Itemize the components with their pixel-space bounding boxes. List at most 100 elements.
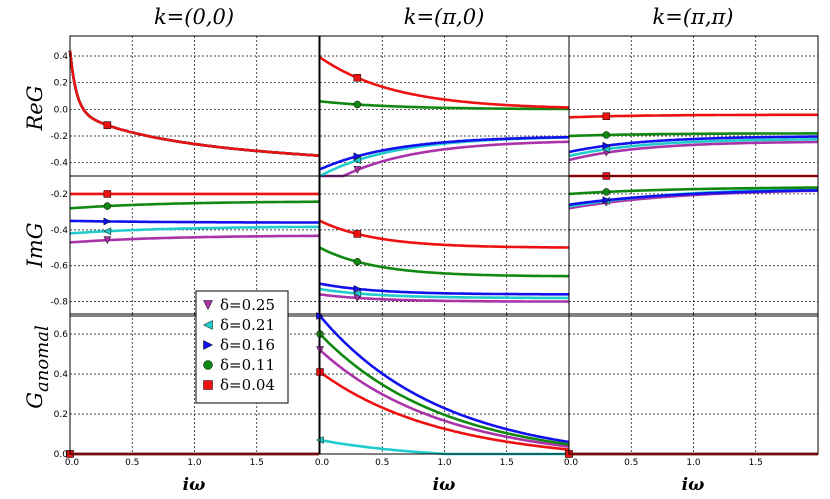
panel-2-2: 0.0 0.5 1.0 1.5 [564, 313, 819, 468]
series-marker-3 [103, 202, 112, 210]
y-tick-label: -0.4 [50, 226, 68, 236]
row-label-reg: ReG [23, 85, 47, 131]
series-line-1 [568, 138, 818, 158]
y-tick-label: -0.6 [50, 262, 68, 272]
series-line-3 [568, 132, 818, 138]
series-line-4 [319, 219, 569, 249]
series-marker-2 [602, 141, 611, 150]
series-line-2 [568, 189, 818, 206]
y-tick-label: 0.2 [54, 79, 68, 89]
series-marker-1 [353, 289, 362, 298]
column-title-k00: k=(0,0) [154, 5, 234, 29]
series-line-2 [319, 315, 570, 444]
series-line-0 [319, 293, 569, 303]
y-tick-label: 0.0 [54, 105, 69, 115]
panel-frame [69, 313, 320, 455]
series-line-3 [69, 200, 319, 210]
legend-entry-2: δ=0.16 [220, 336, 275, 354]
panel-0-2 [568, 35, 819, 177]
series-line-0 [568, 140, 818, 162]
series-marker-3 [353, 100, 362, 109]
legend-marker-2 [203, 340, 214, 350]
x-tick-label: 1.5 [749, 458, 763, 468]
y-tick-label: -0.2 [50, 190, 68, 200]
series-line-3 [68, 50, 320, 157]
x-tick-label: 1.0 [437, 458, 452, 468]
panel-frame [568, 313, 819, 455]
series-marker-4 [602, 112, 611, 121]
y-tick-label: 0.0 [54, 450, 69, 460]
x-tick-label: 0.5 [375, 458, 389, 468]
x-tick-label: 1.0 [187, 458, 202, 468]
series-line-0 [69, 234, 319, 244]
series-line-4 [319, 56, 570, 109]
x-axis-label-col0: iω [183, 475, 206, 495]
row-label-ganomal: G anomal [23, 325, 53, 409]
series-marker-2 [103, 217, 112, 226]
series-line-0 [320, 140, 569, 178]
x-axis-label-col1: iω [433, 475, 456, 495]
series-line-2 [568, 135, 818, 154]
row-label-g: G [23, 392, 47, 409]
x-tick-label: 0.5 [125, 458, 139, 468]
series-line-3 [319, 246, 569, 278]
series-marker-3 [602, 131, 611, 139]
series-line-3 [319, 100, 569, 111]
legend-marker-1 [202, 320, 213, 330]
x-tick-label: 1.0 [686, 458, 701, 468]
legend-entry-3: δ=0.11 [220, 356, 275, 374]
series-marker-4 [353, 230, 362, 238]
panel-1-1 [319, 175, 570, 317]
row-label-img: ImG [23, 223, 47, 269]
x-tick-label: 0.5 [624, 458, 638, 468]
row-label-anomal: anomal [32, 325, 53, 392]
series-line-4 [68, 50, 320, 157]
x-tick-label: 0.0 [315, 458, 330, 468]
series-line-2 [319, 282, 569, 296]
x-tick-label: 0.0 [564, 458, 579, 468]
panel-0-0: -0.4 -0.2 0.0 0.2 0.4 [50, 35, 320, 177]
y-tick-label: 0.4 [54, 52, 69, 62]
legend-marker-3 [203, 360, 213, 370]
series-line-1 [68, 50, 320, 157]
series-line-3 [568, 186, 819, 196]
y-tick-label: 0.2 [54, 410, 68, 420]
panel-2-1: 0.0 0.5 1.0 1.5 [315, 312, 570, 468]
series-line-1 [69, 225, 320, 235]
series-line-2 [68, 50, 320, 157]
panel-2-0: 0.0 0.2 0.4 0.6 0.0 0.5 1.0 1.5 [54, 313, 320, 468]
series-marker-4 [353, 74, 362, 82]
series-line-0 [68, 50, 320, 157]
series-marker-2 [353, 152, 362, 161]
series-line-2 [319, 135, 569, 171]
panels: -0.4-0.20.00.20.4-0.8-0.6-0.4-0.20.00.20… [50, 35, 819, 468]
x-tick-label: 1.5 [250, 458, 264, 468]
y-tick-label: -0.2 [50, 132, 68, 142]
legend-entry-0: δ=0.25 [220, 296, 275, 314]
legend: δ=0.25 δ=0.21 δ=0.16 δ=0.11 δ=0.04 [195, 290, 289, 404]
panel-0-1 [319, 35, 570, 178]
y-tick-label: -0.4 [50, 159, 68, 169]
series-marker-2 [602, 196, 611, 205]
x-tick-label: 0.0 [65, 458, 80, 468]
series-line-2 [70, 219, 319, 224]
series-marker-0 [103, 236, 112, 245]
series-marker-1 [353, 156, 362, 165]
series-marker-1 [103, 227, 112, 236]
legend-entry-4: δ=0.04 [220, 376, 275, 394]
series-line-4 [569, 113, 818, 119]
legend-entry-1: δ=0.21 [220, 316, 275, 334]
panel-1-2 [568, 172, 819, 317]
column-title-kpipi: k=(π,π) [653, 5, 734, 29]
panel-1-0: -0.8 -0.6 -0.4 -0.2 [50, 175, 320, 317]
series-marker-4 [103, 121, 112, 129]
series-marker-3 [353, 258, 362, 266]
column-title-kpi0: k=(π,0) [404, 5, 485, 29]
y-tick-label: 0.4 [54, 370, 69, 380]
series-line-4 [319, 370, 570, 451]
series-line-3 [319, 333, 570, 446]
series-marker-2 [353, 285, 362, 293]
series-marker-4 [103, 190, 112, 198]
y-tick-label: 0.6 [54, 330, 69, 340]
series-line-1 [319, 287, 569, 300]
